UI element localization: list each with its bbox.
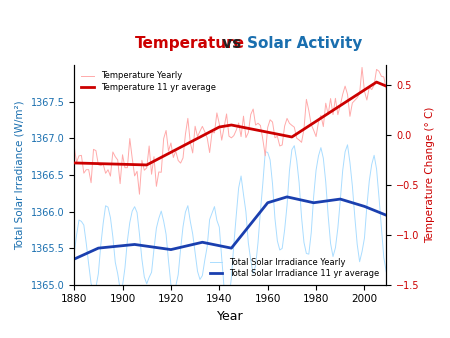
Text: Temperature vs Solar Activity: Temperature vs Solar Activity [103,35,358,50]
Y-axis label: Temperature Change (° C): Temperature Change (° C) [425,107,435,243]
Legend: Total Solar Irradiance Yearly, Total Solar Irradiance 11 yr average: Total Solar Irradiance Yearly, Total Sol… [210,258,379,279]
Y-axis label: Total Solar Irradiance (W/m²): Total Solar Irradiance (W/m²) [15,100,25,250]
Text: Temperature: Temperature [135,36,245,51]
Text: Solar Activity: Solar Activity [248,36,363,51]
Text: vs: vs [217,36,247,51]
X-axis label: Year: Year [217,310,243,323]
